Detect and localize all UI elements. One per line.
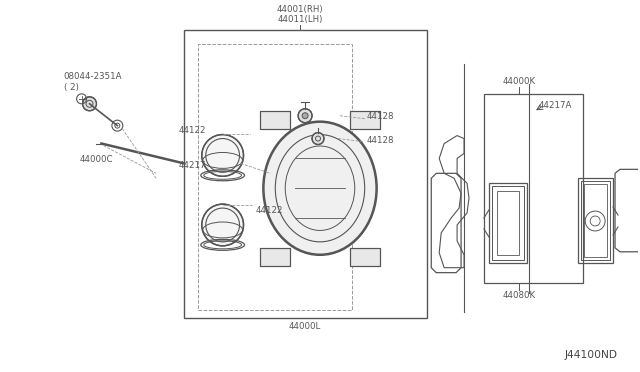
Text: 44080K: 44080K	[502, 291, 535, 299]
Bar	[260, 248, 290, 266]
Bar	[492, 186, 524, 260]
Bar	[198, 44, 352, 310]
Bar	[260, 111, 290, 129]
Bar	[350, 248, 380, 266]
Ellipse shape	[202, 135, 243, 176]
Text: 44000K: 44000K	[502, 77, 535, 86]
Bar	[489, 183, 527, 263]
Bar	[350, 111, 380, 129]
Circle shape	[312, 132, 324, 144]
Bar	[260, 111, 290, 129]
Circle shape	[83, 97, 97, 111]
Bar	[584, 184, 607, 257]
Bar	[184, 30, 428, 318]
Bar	[350, 248, 380, 266]
Circle shape	[302, 113, 308, 119]
Ellipse shape	[263, 121, 377, 255]
Text: 44000C: 44000C	[80, 155, 113, 164]
Text: J44100ND: J44100ND	[565, 350, 618, 360]
Text: 44128: 44128	[367, 112, 394, 121]
Text: 44122: 44122	[179, 126, 206, 135]
Text: 44128: 44128	[367, 136, 394, 145]
Bar	[579, 178, 613, 263]
Bar	[497, 191, 518, 255]
Bar	[350, 111, 380, 129]
Bar	[260, 248, 290, 266]
Circle shape	[298, 109, 312, 123]
Bar	[484, 94, 583, 283]
Text: 44217: 44217	[179, 161, 206, 170]
Bar	[581, 181, 610, 260]
Ellipse shape	[202, 204, 243, 246]
Text: 08044-2351A
( 2): 08044-2351A ( 2)	[64, 72, 122, 92]
Text: 44122: 44122	[255, 206, 283, 215]
Text: 44000L: 44000L	[289, 322, 321, 331]
Text: 44001(RH)
44011(LH): 44001(RH) 44011(LH)	[277, 5, 323, 24]
Text: 44217A: 44217A	[538, 101, 572, 110]
